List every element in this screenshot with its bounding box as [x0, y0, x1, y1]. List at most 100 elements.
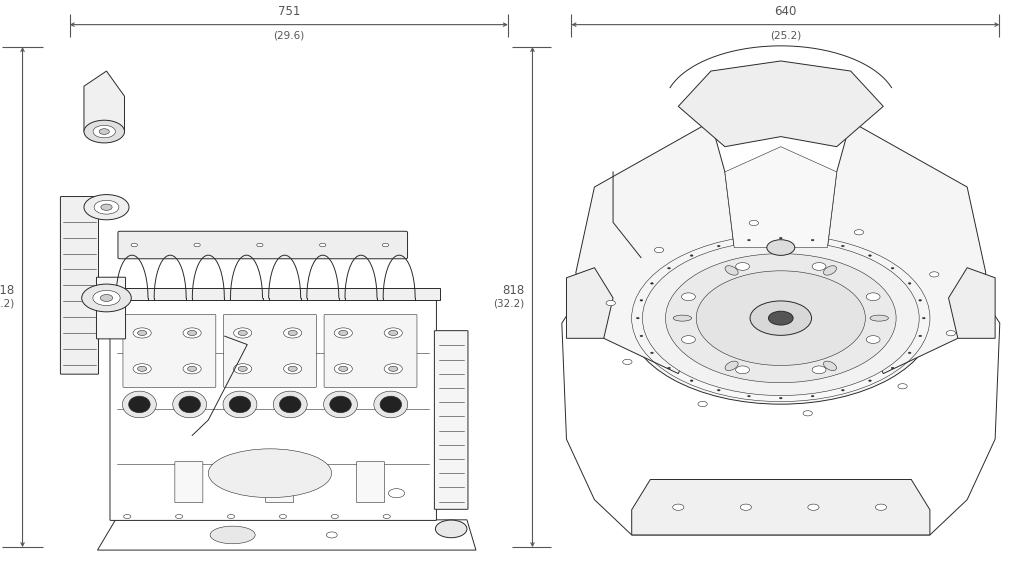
Ellipse shape [208, 449, 332, 497]
Circle shape [718, 245, 720, 247]
Text: (25.2): (25.2) [770, 30, 801, 40]
Circle shape [94, 200, 119, 214]
FancyBboxPatch shape [265, 462, 294, 503]
Circle shape [908, 282, 911, 284]
Circle shape [99, 129, 110, 135]
FancyBboxPatch shape [356, 462, 385, 503]
Circle shape [768, 311, 794, 325]
Ellipse shape [324, 391, 357, 418]
Circle shape [923, 317, 926, 319]
FancyBboxPatch shape [223, 315, 316, 387]
FancyBboxPatch shape [118, 231, 408, 259]
Circle shape [84, 120, 125, 143]
Ellipse shape [179, 396, 201, 413]
Circle shape [636, 317, 639, 319]
Circle shape [767, 240, 795, 256]
Circle shape [334, 364, 352, 374]
Ellipse shape [725, 266, 738, 275]
Circle shape [868, 380, 871, 382]
FancyBboxPatch shape [324, 315, 417, 387]
Circle shape [383, 515, 390, 519]
Circle shape [382, 244, 389, 247]
Polygon shape [948, 268, 995, 338]
Circle shape [654, 248, 664, 253]
Circle shape [280, 515, 287, 519]
Circle shape [748, 395, 751, 397]
Circle shape [288, 366, 297, 371]
Circle shape [227, 515, 234, 519]
Circle shape [650, 352, 653, 354]
Circle shape [623, 359, 632, 364]
Circle shape [919, 335, 922, 337]
Circle shape [930, 272, 939, 277]
Circle shape [668, 367, 671, 369]
Circle shape [388, 489, 404, 498]
Text: 818: 818 [0, 284, 14, 297]
Circle shape [137, 331, 146, 336]
Circle shape [696, 271, 865, 366]
Circle shape [748, 240, 751, 241]
Ellipse shape [870, 315, 889, 321]
Circle shape [257, 244, 263, 247]
Circle shape [854, 230, 863, 235]
Circle shape [435, 520, 467, 537]
Circle shape [606, 300, 615, 305]
Polygon shape [84, 71, 125, 132]
Circle shape [339, 366, 348, 371]
Circle shape [131, 244, 137, 247]
Circle shape [133, 364, 152, 374]
Circle shape [868, 255, 871, 256]
Ellipse shape [374, 391, 408, 418]
Circle shape [650, 282, 653, 284]
Ellipse shape [380, 396, 401, 413]
Circle shape [239, 331, 247, 336]
Ellipse shape [823, 266, 837, 275]
Polygon shape [575, 121, 734, 374]
Circle shape [876, 504, 887, 511]
Circle shape [100, 204, 113, 210]
Circle shape [183, 364, 201, 374]
Circle shape [384, 364, 402, 374]
Circle shape [779, 397, 782, 399]
Circle shape [891, 268, 894, 269]
Polygon shape [97, 520, 476, 550]
Circle shape [93, 125, 116, 138]
Circle shape [288, 331, 297, 336]
Polygon shape [725, 147, 837, 248]
Circle shape [682, 293, 695, 301]
Circle shape [331, 515, 339, 519]
Polygon shape [678, 61, 884, 147]
Circle shape [668, 268, 671, 269]
Circle shape [640, 300, 643, 301]
Ellipse shape [673, 315, 691, 321]
Circle shape [808, 504, 819, 511]
Ellipse shape [725, 361, 738, 371]
FancyBboxPatch shape [434, 331, 468, 509]
Circle shape [891, 367, 894, 369]
Circle shape [919, 300, 922, 301]
Ellipse shape [123, 391, 157, 418]
Circle shape [233, 328, 252, 338]
Circle shape [812, 366, 826, 374]
Circle shape [740, 504, 752, 511]
Circle shape [183, 328, 201, 338]
Circle shape [750, 221, 759, 226]
Circle shape [384, 328, 402, 338]
Circle shape [82, 284, 131, 312]
Circle shape [779, 237, 782, 239]
Text: 751: 751 [278, 5, 300, 18]
Circle shape [627, 232, 935, 404]
Text: (32.2): (32.2) [493, 299, 524, 309]
Circle shape [175, 515, 182, 519]
Circle shape [682, 336, 695, 343]
Circle shape [194, 244, 201, 247]
Circle shape [908, 352, 911, 354]
Text: 818: 818 [502, 284, 524, 297]
Circle shape [640, 335, 643, 337]
Circle shape [187, 366, 197, 371]
Circle shape [389, 366, 397, 371]
FancyBboxPatch shape [110, 297, 436, 520]
Circle shape [866, 293, 880, 301]
Circle shape [690, 380, 693, 382]
Circle shape [673, 504, 684, 511]
